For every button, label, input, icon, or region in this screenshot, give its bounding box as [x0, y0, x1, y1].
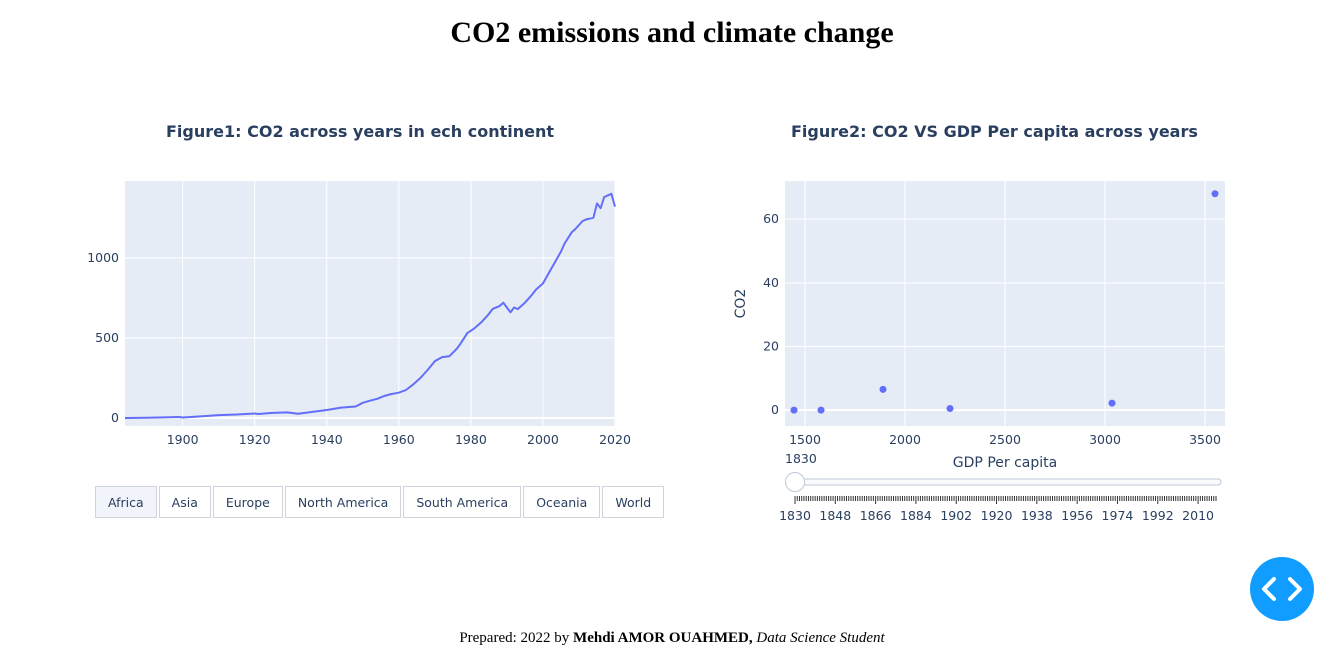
x-axis-label: GDP Per capita — [953, 455, 1057, 471]
series-line — [124, 192, 616, 419]
continent-button-south-america[interactable]: South America — [403, 486, 522, 518]
slider-tick-label: 1884 — [900, 508, 932, 523]
footer-author: Mehdi AMOR OUAHMED, — [573, 630, 753, 646]
x-tick-label: 3000 — [1089, 432, 1121, 447]
slider-tick-label: 1920 — [981, 508, 1013, 523]
data-point — [1211, 190, 1219, 198]
continent-button-europe[interactable]: Europe — [212, 486, 283, 518]
x-tick-label: 1900 — [167, 432, 199, 447]
x-tick-label: 2000 — [889, 432, 921, 447]
x-tick-label: 1980 — [455, 432, 487, 447]
slider-current-value: 1830 — [785, 451, 817, 466]
year-slider[interactable]: 1830 1830 1848 1866 1884 1902 1920 1938 1956 1974… — [770, 445, 1240, 530]
footer: Prepared: 2022 by Mehdi AMOR OUAHMED, Da… — [0, 630, 1344, 647]
y-tick-label: 60 — [763, 211, 779, 226]
footer-role: Data Science Student — [756, 630, 885, 646]
continent-button-asia[interactable]: Asia — [158, 486, 211, 518]
page-title: CO2 emissions and climate change — [450, 16, 894, 49]
y-tick-label: 500 — [95, 330, 119, 345]
slider-tick-label: 1974 — [1102, 508, 1134, 523]
y-tick-label: 0 — [111, 410, 119, 425]
x-tick-label: 1920 — [239, 432, 271, 447]
continent-button-world[interactable]: World — [602, 486, 665, 518]
slider-tick-label: 1848 — [819, 508, 851, 523]
y-tick-label: 20 — [763, 338, 779, 353]
x-tick-label: 2020 — [599, 432, 631, 447]
slider-tick-label: 1956 — [1061, 508, 1093, 523]
data-point — [817, 406, 825, 414]
footer-prefix: Prepared: 2022 by — [459, 630, 570, 646]
slider-tick-label: 1830 — [779, 508, 811, 523]
continent-button-north-america[interactable]: North America — [284, 486, 402, 518]
plot-area — [125, 181, 615, 426]
y-tick-label: 1000 — [87, 250, 119, 265]
figure1-line-chart[interactable]: 1900 1920 1940 1960 1980 2000 2020 0 500 1000 — [0, 0, 700, 480]
slider-rail — [789, 478, 1222, 486]
figure2-title: Figure2: CO2 VS GDP Per capita across ye… — [791, 122, 1198, 141]
slider-handle[interactable] — [785, 472, 805, 492]
data-point — [879, 385, 887, 393]
continent-button-group: Africa Asia Europe North America South Ameri… — [95, 486, 666, 518]
y-tick-label: 0 — [771, 402, 779, 417]
y-tick-label: 40 — [763, 275, 779, 290]
slider-tick-label: 1866 — [860, 508, 892, 523]
x-tick-label: 1940 — [311, 432, 343, 447]
x-tick-label: 2000 — [527, 432, 559, 447]
data-point — [1108, 399, 1116, 407]
code-toggle-button[interactable] — [1250, 557, 1314, 621]
x-tick-label: 1500 — [789, 432, 821, 447]
x-tick-label: 1960 — [383, 432, 415, 447]
slider-tick-label: 2010 — [1182, 508, 1214, 523]
y-axis-label: CO2 — [733, 289, 749, 319]
slider-tick-label: 1938 — [1021, 508, 1053, 523]
continent-button-africa[interactable]: Africa — [95, 486, 157, 518]
code-icon — [1262, 577, 1302, 601]
x-tick-label: 2500 — [989, 432, 1021, 447]
data-point — [946, 405, 954, 412]
slider-tick-label: 1992 — [1142, 508, 1174, 523]
figure1-title: Figure1: CO2 across years in ech contine… — [166, 122, 555, 141]
data-point — [790, 406, 798, 414]
continent-button-oceania[interactable]: Oceania — [523, 486, 601, 518]
slider-tick-label: 1902 — [940, 508, 972, 523]
figure2-scatter-chart[interactable]: 1500 2000 2500 3000 3500 0 20 40 60 GDP Per capit… — [700, 0, 1344, 480]
x-tick-label: 3500 — [1189, 432, 1221, 447]
